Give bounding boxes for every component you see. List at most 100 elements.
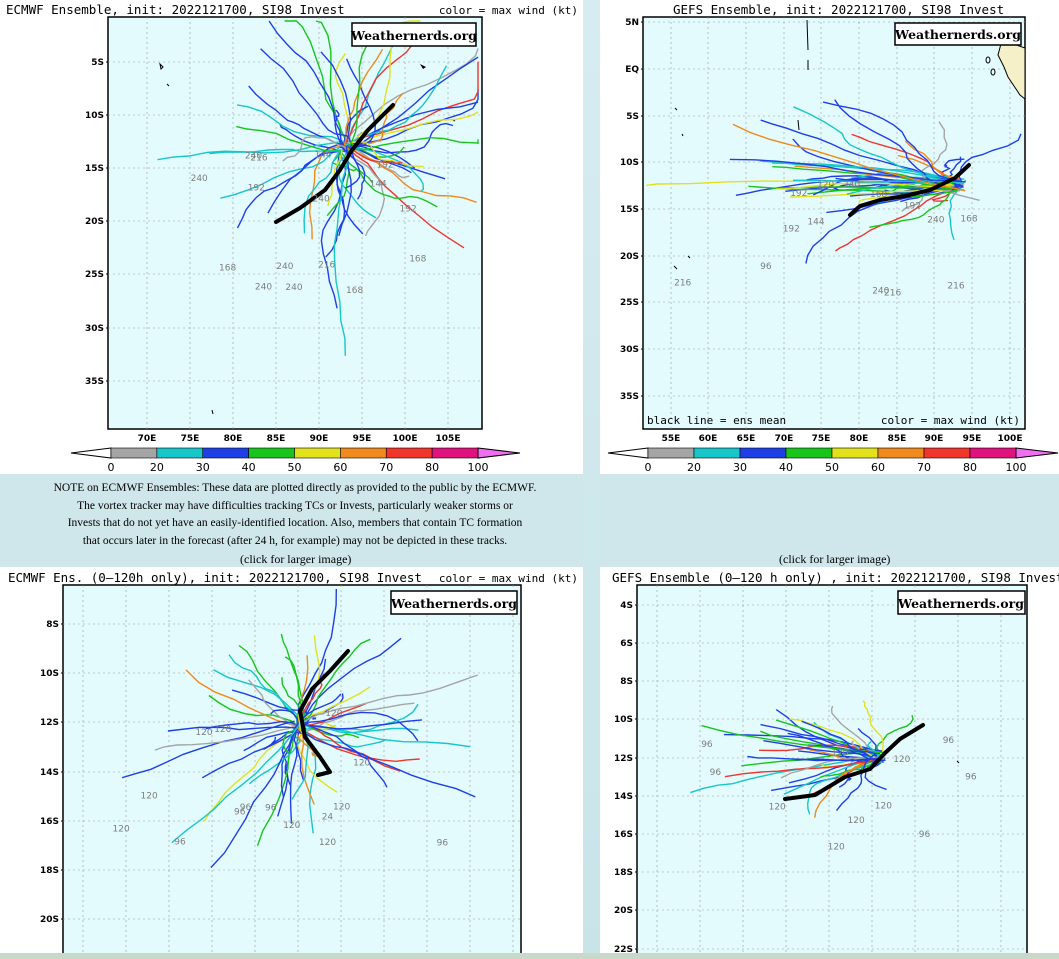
forecast-hour-label: 96 <box>943 736 955 746</box>
wind-color-scale: 0 20 30 40 50 60 70 80 100 <box>70 447 521 474</box>
lat-tick-label: 35S <box>620 392 639 402</box>
lon-tick-label: 90E <box>925 434 944 444</box>
ecmwf-120h-panel[interactable]: ECMWF Ens. (0–120h only), init: 20221217… <box>0 567 583 959</box>
lon-tick-label: 100E <box>393 434 418 444</box>
gefs-ensemble-panel[interactable]: GEFS Ensemble, init: 2022121700, SI98 In… <box>600 0 1059 474</box>
ensemble-member-track <box>295 725 401 772</box>
scale-segment <box>739 447 787 459</box>
lat-tick-label: 30S <box>85 324 104 334</box>
note-line: The vortex tracker may have difficulties… <box>77 499 513 512</box>
ecmwf-ensemble-panel[interactable]: ECMWF Ensemble, init: 2022121700, SI98 I… <box>0 0 583 474</box>
forecast-hour-label: 120 <box>333 802 350 812</box>
ensemble-member-track <box>783 750 880 795</box>
lat-tick-label: 14S <box>614 792 633 802</box>
ensemble-member-track <box>822 101 963 183</box>
click-larger-image-link-left[interactable]: (click for larger image) <box>240 552 352 566</box>
lat-tick-label: 25S <box>85 270 104 280</box>
ensemble-member-track <box>304 723 476 798</box>
ensemble-member-track <box>205 720 298 730</box>
forecast-hour-label: 216 <box>318 260 335 270</box>
ensemble-member-track <box>862 700 885 753</box>
scale-tick-label: 60 <box>333 461 347 474</box>
lon-tick-label: 65E <box>737 434 756 444</box>
forecast-hour-label: 144 <box>807 217 824 227</box>
ensemble-member-track <box>347 20 421 149</box>
forecast-hour-label: 120 <box>817 180 834 190</box>
panel-title: ECMWF Ens. (0–120h only), init: 20221217… <box>8 570 422 585</box>
forecast-hour-label: 240 <box>843 181 860 191</box>
forecast-hour-label: 216 <box>250 154 267 164</box>
ensemble-member-track <box>834 185 958 252</box>
ensemble-member-track <box>268 20 346 149</box>
ensemble-member-track <box>342 136 479 151</box>
watermark-text: Weathernerds.org <box>894 27 1021 42</box>
ensemble-member-track <box>284 20 342 144</box>
forecast-hour-label: 120 <box>283 821 300 831</box>
lon-tick-label: 55E <box>662 434 681 444</box>
forecast-hour-label: 96 <box>174 838 186 848</box>
ensemble-member-track <box>260 48 352 150</box>
ensemble-member-track <box>303 711 419 742</box>
ensemble-member-track <box>729 158 966 183</box>
ensemble-member-track <box>334 53 350 148</box>
scale-tick-label: 40 <box>242 461 256 474</box>
ensemble-member-track <box>763 740 877 757</box>
lat-tick-label: 10S <box>620 158 639 168</box>
lat-tick-label: 6S <box>620 639 633 649</box>
ensemble-member-track <box>213 669 306 722</box>
longitude-tick-labels: 70E 75E 80E 85E 90E 95E 100E 105E <box>138 434 461 444</box>
forecast-hour-label: 144 <box>370 180 387 190</box>
forecast-hour-label: 240 <box>245 151 262 161</box>
note-line: Invests that do not yet have an easily-i… <box>67 517 523 529</box>
ensemble-member-track <box>301 723 360 739</box>
latitude-tick-labels: 4S 6S 8S 10S 12S 14S 16S 18S 20S 22S <box>614 601 637 955</box>
forecast-hour-label: 96 <box>437 838 449 848</box>
ensemble-member-track <box>931 189 959 202</box>
scale-segment <box>202 447 249 459</box>
click-larger-image-link-right[interactable]: (click for larger image) <box>779 552 891 566</box>
ensemble-member-track <box>835 752 877 812</box>
gefs-120h-panel[interactable]: GEFS Ensemble (0–120 h only) , init: 202… <box>600 567 1059 959</box>
coastline-land <box>673 19 1026 270</box>
lat-lon-grid <box>63 585 521 959</box>
ensemble-tracks <box>121 588 479 869</box>
ensemble-mean-track <box>783 723 925 801</box>
forecast-hour-label: 96 <box>919 830 931 840</box>
lat-tick-label: 30S <box>620 345 639 355</box>
lat-tick-label: 5S <box>626 112 639 122</box>
ensemble-member-track <box>236 125 340 152</box>
ensemble-member-track <box>348 147 465 249</box>
forecast-hour-label: 240 <box>255 282 272 292</box>
map-frame: 144 144 168 240 240 240 240 192 192 216 216 168 192 1… <box>85 16 483 444</box>
lat-tick-label: 12S <box>40 718 59 728</box>
ensemble-member-track <box>267 143 345 214</box>
lat-tick-label: 20S <box>40 915 59 925</box>
lon-tick-label: 95E <box>963 434 982 444</box>
color-legend-label: color = max wind (kt) <box>439 572 578 585</box>
ensemble-member-track <box>154 723 300 751</box>
lat-tick-label: 16S <box>40 817 59 827</box>
ensemble-member-track <box>334 109 346 152</box>
forecast-hour-label: 120 <box>319 838 336 848</box>
ensemble-member-track <box>789 189 960 198</box>
ensemble-member-track <box>776 182 955 190</box>
ensemble-mean-legend: black line = ens mean <box>647 414 786 427</box>
watermark-box: Weathernerds.org <box>897 590 1026 615</box>
ensemble-member-track <box>301 702 367 727</box>
forecast-hour-label: 240 <box>313 194 330 204</box>
lon-tick-label: 75E <box>181 434 200 444</box>
color-legend-label: color = max wind (kt) <box>881 414 1020 427</box>
latitude-tick-labels: 5N EQ 5S 10S 15S 20S 25S 30S 35S <box>620 18 643 402</box>
scale-segment <box>877 447 925 459</box>
lon-tick-label: 75E <box>812 434 831 444</box>
scale-segment <box>831 447 879 459</box>
ensemble-member-track <box>296 588 337 730</box>
lon-tick-label: 85E <box>888 434 907 444</box>
forecast-hour-label: 96 <box>701 740 713 750</box>
forecast-hour-label: 192 <box>904 201 921 211</box>
lat-tick-label: 5S <box>91 58 104 68</box>
ensemble-member-track <box>340 146 366 200</box>
lat-tick-label: EQ <box>625 65 639 75</box>
ensemble-member-track <box>284 656 305 727</box>
ensemble-member-track <box>236 104 348 145</box>
